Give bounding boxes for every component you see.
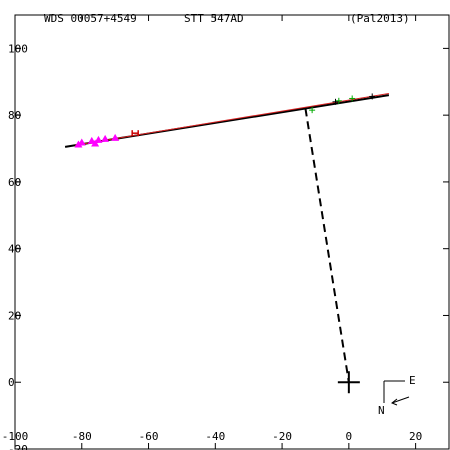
x-tick-label: 20 xyxy=(409,430,422,443)
y-tick-label: 20 xyxy=(8,309,21,322)
y-tick-label: 60 xyxy=(8,176,21,189)
primary-star-marker xyxy=(337,371,360,394)
x-tick-label: -100 xyxy=(2,430,29,443)
data-point-triangle xyxy=(91,139,100,147)
y-tick-label: -20 xyxy=(8,443,28,450)
data-point-triangle xyxy=(77,138,86,146)
data-point-plus xyxy=(335,97,342,104)
compass-arrow-head xyxy=(391,398,398,406)
x-tick-label: 0 xyxy=(346,430,353,443)
data-point-plus xyxy=(349,95,356,102)
header-left-label: WDS 00057+4549 xyxy=(44,12,137,25)
y-tick-label: 0 xyxy=(8,376,15,389)
compass-north-label: N xyxy=(378,404,385,417)
x-tick-label: -80 xyxy=(72,430,92,443)
data-point-h xyxy=(131,130,139,137)
data-point-plus xyxy=(332,98,339,105)
x-axis-ticks: -100 -80 -60 -40 -20 0 20 xyxy=(2,15,422,449)
residual-dashed-line xyxy=(304,108,350,383)
data-point-plus xyxy=(309,107,316,114)
observation-points xyxy=(74,93,376,148)
compass: E N xyxy=(378,374,416,417)
data-point-plus xyxy=(369,93,376,100)
header-center-label: STT 547AD xyxy=(184,12,244,25)
compass-arrow-shaft xyxy=(391,396,410,404)
compass-east-label: E xyxy=(409,374,416,387)
header-right-label: (Pal2013) xyxy=(350,12,410,25)
data-point-triangle xyxy=(94,135,103,143)
x-tick-label: -60 xyxy=(139,430,159,443)
y-axis-ticks: -20 0 20 40 60 80 100 xyxy=(8,42,449,450)
data-point-triangle xyxy=(111,133,120,141)
red-fit-line xyxy=(75,92,389,146)
data-point-triangle xyxy=(74,140,83,148)
y-tick-label: 80 xyxy=(8,109,21,122)
plot-frame xyxy=(14,14,450,450)
data-point-triangle xyxy=(101,134,110,142)
y-tick-label: 100 xyxy=(8,42,28,55)
y-tick-label: 40 xyxy=(8,243,21,256)
x-tick-label: -20 xyxy=(272,430,292,443)
x-tick-label: -40 xyxy=(205,430,225,443)
